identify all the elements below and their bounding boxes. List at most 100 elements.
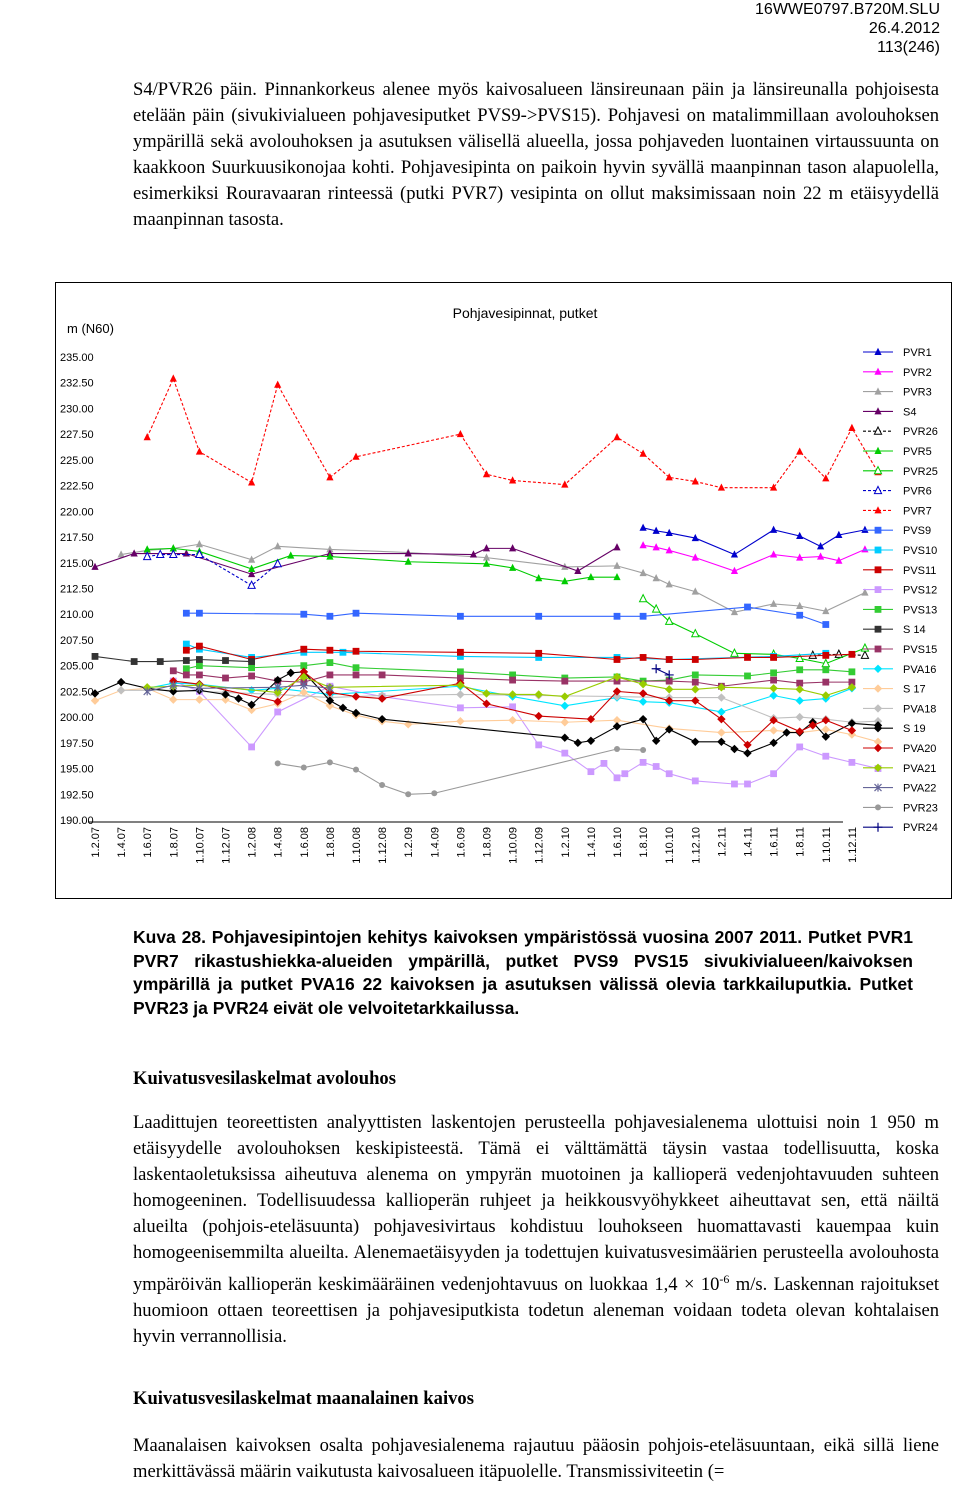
x-tick-label: 1.4.09 [429,827,441,858]
x-tick-label: 1.4.10 [586,827,598,858]
power-base: 10 [700,1274,720,1296]
data-point-pvr3 [117,550,125,558]
legend-label: PVS9 [903,525,931,537]
data-point-pvs15 [848,678,856,686]
data-point-pva22 [273,683,282,692]
section-heading-underground: Kuivatusvesilaskelmat maanalainen kaivos [133,1388,474,1409]
data-point-pvr3 [822,606,830,615]
y-tick-label: 232.50 [60,378,94,390]
data-point-pvs13 [744,672,751,680]
legend-marker [874,387,882,395]
data-point-pva20 [795,727,804,736]
data-point-pvr7 [717,483,725,491]
legend-label: PVA22 [903,783,936,795]
data-point-pvs12 [770,770,777,778]
legend-entry-pvs9: PVS9 [863,525,931,537]
times-sign: × [683,1274,695,1296]
data-point-pvs13 [796,666,804,674]
data-point-s17 [612,715,622,725]
data-point-pvs9 [613,612,621,620]
x-tick-label: 1.2.07 [90,827,102,858]
data-point-pvr25 [730,648,739,657]
data-point-pvr23 [640,747,647,754]
data-point-pvr5 [169,544,177,552]
data-point-pvr7 [770,483,778,491]
legend-label: S 19 [903,723,926,735]
legend-entry-pva22: PVA22 [863,783,936,795]
series-line-pvs9 [186,606,826,626]
y-tick-label: 210.00 [60,609,94,621]
data-point-pvr23 [614,746,620,753]
data-point-s19 [717,737,726,747]
data-point-pvs12 [613,774,621,782]
data-point-pvs13 [248,664,255,672]
data-point-s19 [665,725,674,734]
legend-marker [873,485,883,495]
data-point-s14 [182,657,190,664]
legend-entry-pvs11: PVS11 [863,565,936,577]
data-point-pvs13 [182,665,190,673]
data-point-pvr6 [155,549,165,559]
data-point-pvr1 [861,525,869,533]
data-point-pvr3 [691,587,699,595]
data-point-pvs12 [248,743,255,751]
data-point-pva16 [795,696,804,705]
data-point-pvr5 [587,572,595,581]
data-point-pvs13 [326,659,334,666]
y-tick-label: 207.50 [60,635,94,647]
data-point-pvr7 [639,449,647,457]
legend-entry-pvr24: PVR24 [863,822,938,834]
chart-title: Pohjavesipinnat, putket [453,305,598,321]
legend-label: PVR26 [903,426,938,438]
legend-entry-pvs12: PVS12 [863,585,937,597]
series-pvr23 [274,746,647,798]
x-tick-label: 1.2.10 [560,827,572,858]
series-line-pvr2 [643,544,866,572]
series-line-s17 [94,687,879,743]
legend-label: PVS13 [903,604,937,616]
data-point-pva22 [299,681,308,690]
data-point-pvs12 [509,703,516,711]
x-tick-label: 1.10.09 [508,827,520,864]
chart-border [55,282,952,899]
legend-marker [873,465,883,475]
data-point-pvr2 [730,566,739,575]
legend-label: PVA21 [903,763,936,775]
data-point-pva21 [691,685,700,694]
legend-label: PVR1 [903,347,932,359]
data-point-pva20 [169,676,178,686]
page-number: 113(246) [877,39,940,56]
legend-label: PVA16 [903,664,936,676]
data-point-pvs11 [665,656,673,663]
data-point-pvr25 [664,616,674,625]
data-point-pvr5 [509,563,517,571]
data-point-pvs12 [691,777,699,785]
data-point-pvr1 [652,526,660,534]
data-point-pvr3 [730,607,739,616]
data-point-pvr7 [691,477,699,485]
data-point-pvs15 [561,677,569,685]
legend-label: PVR23 [903,802,938,814]
series-line-pvr1 [642,527,866,556]
data-point-pvr6 [247,580,257,589]
legend-label: PVR24 [903,822,938,834]
y-tick-label: 225.00 [60,455,94,467]
data-point-s17 [169,695,178,704]
legend-entry-pvs15: PVS15 [863,644,937,656]
legend-entry-pvr26: PVR26 [863,425,938,438]
data-point-pvr5 [326,552,334,560]
data-point-pvs15 [691,678,699,686]
data-point-pva22 [143,687,152,696]
data-point-pvs12 [639,758,647,766]
data-point-pvs15 [796,679,804,687]
data-point-pva16 [717,707,726,717]
legend-label: PVA18 [903,703,936,715]
data-point-pva22 [195,684,204,693]
section-heading-open-pit: Kuivatusvesilaskelmat avolouhos [133,1068,396,1089]
data-point-pvr23 [274,760,281,767]
legend-label: PVR2 [903,367,932,379]
legend-marker [874,446,882,454]
legend-entry-pvr2: PVR2 [863,367,932,379]
x-tick-label: 1.12.10 [690,827,702,864]
data-point-pvr2 [770,550,778,558]
